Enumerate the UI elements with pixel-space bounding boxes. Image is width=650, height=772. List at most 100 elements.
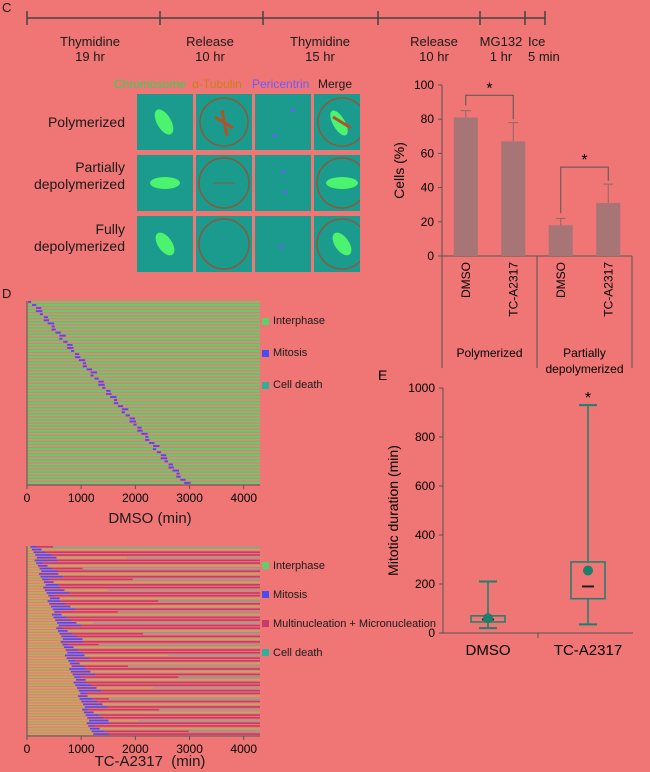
multinucleation-segment: [66, 616, 260, 619]
legend-item: Mitosis: [262, 337, 325, 369]
cell-track: [27, 708, 260, 711]
multinucleation-segment: [41, 548, 260, 551]
row-label-partially: Partially depolymerized: [33, 159, 125, 192]
timeline-step-5: MG132 1 hr: [479, 34, 523, 64]
interphase-segment: [27, 632, 60, 635]
x-tick-label: 3000: [176, 491, 203, 505]
interphase-segment: [27, 417, 130, 420]
header-chromosome: Chromosome: [114, 77, 187, 91]
image-polymerized-pericentrin: [255, 94, 311, 150]
cell-track: [27, 457, 260, 460]
tc-a2317-legend: Interphase Mitosis Multinucleation + Micro…: [262, 551, 436, 667]
interphase-segment: [27, 646, 64, 649]
mitosis-segment: [35, 310, 43, 313]
interphase-segment: [27, 301, 29, 303]
mitosis-segment: [129, 417, 136, 420]
cell-track: [27, 687, 260, 689]
interphase-segment: [147, 432, 260, 435]
category-label: TC-A2317: [506, 262, 520, 317]
mitosis-segment: [70, 670, 91, 673]
interphase-segment: [27, 638, 63, 640]
cell-track: [27, 325, 261, 328]
interphase-segment: [27, 377, 95, 380]
cell-track: [27, 448, 260, 451]
y-tick-label: 200: [415, 577, 435, 591]
mitosis-segment: [168, 463, 173, 466]
interphase-segment: [161, 451, 260, 454]
mitosis-segment: [69, 662, 80, 665]
interphase-segment: [111, 393, 260, 395]
interphase-segment: [27, 383, 99, 386]
cell-track: [27, 445, 260, 447]
cell-track: [27, 371, 260, 374]
multinucleation-segment: [102, 703, 260, 706]
panel-d-letter: D: [2, 286, 12, 301]
mitosis-segment: [89, 727, 100, 730]
cell-track: [27, 350, 261, 352]
y-axis-label: Mitotic duration (min): [385, 445, 401, 576]
image-partial-chromosome: [137, 155, 193, 211]
interphase-segment: [27, 684, 76, 687]
interphase-segment: [27, 393, 107, 395]
cell-track: [27, 730, 260, 733]
mitosis-segment: [47, 600, 61, 602]
mitosis-segment: [91, 730, 105, 733]
microscopy-grid: [137, 94, 360, 272]
timeline-axis: [26, 11, 546, 25]
cell-track: [27, 589, 260, 592]
interphase-segment: [27, 380, 99, 383]
interphase-segment: [27, 478, 181, 481]
cell-track: [27, 567, 260, 570]
y-tick-label: 0: [428, 626, 435, 640]
category-label: DMSO: [466, 642, 511, 659]
cell-track: [27, 649, 260, 651]
mitosis-segment: [40, 575, 64, 578]
cell-track: [27, 551, 260, 554]
interphase-segment: [72, 343, 260, 346]
mitosis-segment: [88, 719, 109, 722]
cell-track: [27, 638, 260, 640]
mitosis-segment: [28, 301, 32, 303]
interphase-segment: [27, 310, 36, 313]
cell-track: [27, 408, 260, 411]
multinucleation-segment: [46, 551, 260, 554]
interphase-segment: [27, 356, 75, 359]
tc-a2317-cell-fate-raster: 0 1000 2000 3000 4000: [24, 546, 261, 755]
interphase-segment: [27, 460, 165, 463]
multinucleation-segment: [62, 627, 261, 630]
interphase-segment: [92, 368, 260, 371]
mitosis-segment: [86, 368, 93, 371]
interphase-segment: [27, 594, 49, 597]
cell-track: [27, 362, 260, 365]
cell-track: [27, 356, 261, 359]
mitosis-segment: [60, 641, 84, 643]
multinucleation-segment: [85, 679, 260, 681]
multinucleation-segment: [101, 689, 261, 692]
interphase-segment: [27, 454, 161, 457]
mitosis-segment: [160, 454, 167, 457]
mitosis-segment: [64, 654, 85, 657]
cell-track: [27, 389, 260, 392]
mitosis-segment: [71, 665, 85, 668]
interphase-segment: [27, 727, 90, 730]
interphase-segment: [103, 380, 260, 383]
interphase-segment: [27, 641, 61, 643]
cell-track: [27, 301, 260, 303]
mitosis-segment: [41, 570, 58, 573]
mitosis-segment: [75, 684, 92, 687]
interphase-segment: [27, 635, 62, 638]
cell-track: [27, 365, 260, 368]
cell-track: [27, 605, 260, 608]
significance-bracket: [560, 166, 609, 214]
group-label: Polymerized: [456, 346, 522, 360]
interphase-segment: [27, 432, 142, 435]
multinucleation-segment: [90, 670, 260, 673]
cell-track: [27, 657, 261, 659]
panel-e-letter: E: [378, 368, 387, 383]
cell-track: [27, 439, 260, 441]
mitosis-segment: [82, 703, 103, 706]
image-fully-tubulin: [196, 216, 252, 272]
cell-track: [27, 698, 261, 700]
legend-swatch: [262, 562, 269, 569]
multinucleation-segment: [87, 695, 260, 697]
